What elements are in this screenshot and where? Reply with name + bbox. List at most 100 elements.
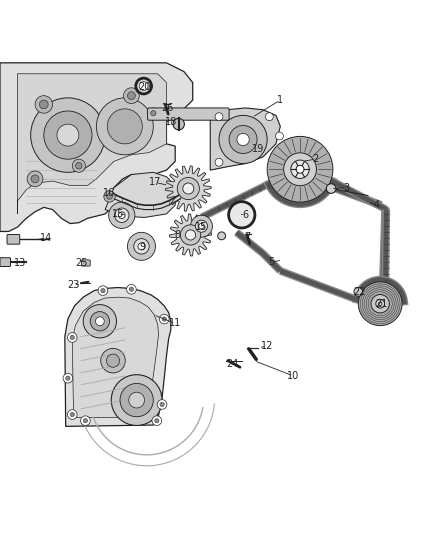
Polygon shape xyxy=(18,74,166,214)
Circle shape xyxy=(107,193,112,199)
Circle shape xyxy=(185,230,196,240)
Text: 26: 26 xyxy=(161,103,173,113)
Circle shape xyxy=(72,159,85,172)
Polygon shape xyxy=(0,63,193,231)
Text: 3: 3 xyxy=(343,183,349,192)
Circle shape xyxy=(83,304,117,338)
Circle shape xyxy=(155,418,159,423)
Circle shape xyxy=(67,410,77,419)
Text: 11: 11 xyxy=(169,318,181,328)
Polygon shape xyxy=(210,108,280,170)
Circle shape xyxy=(127,232,155,260)
Circle shape xyxy=(27,171,43,187)
Text: 17: 17 xyxy=(149,177,162,188)
Text: 4: 4 xyxy=(374,200,380,210)
Text: 20: 20 xyxy=(138,82,151,92)
Circle shape xyxy=(199,223,204,229)
Text: 7: 7 xyxy=(244,232,251,242)
Polygon shape xyxy=(166,166,211,211)
Circle shape xyxy=(219,115,267,164)
Text: 6: 6 xyxy=(242,210,248,220)
Circle shape xyxy=(95,317,104,326)
Circle shape xyxy=(195,220,208,232)
Circle shape xyxy=(326,184,336,193)
Circle shape xyxy=(296,165,304,173)
Text: 15: 15 xyxy=(112,209,124,219)
Circle shape xyxy=(136,78,152,94)
Circle shape xyxy=(180,225,201,245)
Text: 19: 19 xyxy=(252,144,265,154)
Circle shape xyxy=(371,295,389,313)
Circle shape xyxy=(107,109,142,144)
FancyBboxPatch shape xyxy=(7,235,20,244)
Circle shape xyxy=(76,163,82,169)
Text: 8: 8 xyxy=(174,230,180,240)
Circle shape xyxy=(35,96,53,113)
Text: 2: 2 xyxy=(312,154,318,164)
Polygon shape xyxy=(105,172,175,217)
Circle shape xyxy=(218,232,226,240)
Circle shape xyxy=(127,92,135,100)
Text: 21: 21 xyxy=(375,298,387,309)
Circle shape xyxy=(157,400,167,409)
Circle shape xyxy=(66,376,70,381)
Circle shape xyxy=(229,201,255,228)
Text: 18: 18 xyxy=(165,117,177,127)
Circle shape xyxy=(129,392,145,408)
Polygon shape xyxy=(72,297,159,418)
Circle shape xyxy=(215,158,223,166)
Circle shape xyxy=(44,111,92,159)
Circle shape xyxy=(291,160,309,179)
Circle shape xyxy=(267,136,333,202)
Circle shape xyxy=(151,110,156,116)
Circle shape xyxy=(120,383,153,417)
Circle shape xyxy=(354,287,363,296)
Polygon shape xyxy=(170,214,212,256)
Circle shape xyxy=(276,132,283,140)
Text: 25: 25 xyxy=(75,258,87,268)
Text: 22: 22 xyxy=(353,287,365,297)
Circle shape xyxy=(152,416,162,425)
Circle shape xyxy=(111,375,162,425)
Text: 15: 15 xyxy=(195,222,208,232)
FancyBboxPatch shape xyxy=(0,258,11,266)
Circle shape xyxy=(118,212,125,219)
Text: 12: 12 xyxy=(261,341,273,351)
Text: 9: 9 xyxy=(139,242,145,252)
Text: 5: 5 xyxy=(268,257,275,267)
Circle shape xyxy=(109,202,135,229)
Circle shape xyxy=(191,215,212,237)
Circle shape xyxy=(106,354,120,367)
Circle shape xyxy=(215,113,223,120)
Polygon shape xyxy=(65,287,171,426)
Circle shape xyxy=(96,98,153,155)
Circle shape xyxy=(139,82,148,91)
Circle shape xyxy=(101,288,105,293)
Circle shape xyxy=(57,124,79,146)
Circle shape xyxy=(376,300,385,308)
Circle shape xyxy=(70,335,74,340)
Circle shape xyxy=(115,208,129,222)
Circle shape xyxy=(127,285,136,294)
Circle shape xyxy=(265,113,273,120)
Circle shape xyxy=(129,287,134,292)
Text: 14: 14 xyxy=(40,233,52,243)
Text: 10: 10 xyxy=(287,371,300,381)
Circle shape xyxy=(31,98,105,172)
FancyBboxPatch shape xyxy=(148,108,229,120)
Circle shape xyxy=(67,333,77,342)
Circle shape xyxy=(39,100,48,109)
Circle shape xyxy=(70,413,74,417)
Circle shape xyxy=(138,243,145,250)
Text: 23: 23 xyxy=(67,280,80,290)
Circle shape xyxy=(378,302,382,305)
Circle shape xyxy=(104,191,115,202)
Circle shape xyxy=(81,416,90,425)
Circle shape xyxy=(183,183,194,194)
Text: 1: 1 xyxy=(277,95,283,105)
Circle shape xyxy=(358,282,402,326)
Circle shape xyxy=(101,349,125,373)
Text: 24: 24 xyxy=(226,359,238,369)
Circle shape xyxy=(90,312,110,331)
Circle shape xyxy=(98,286,108,295)
